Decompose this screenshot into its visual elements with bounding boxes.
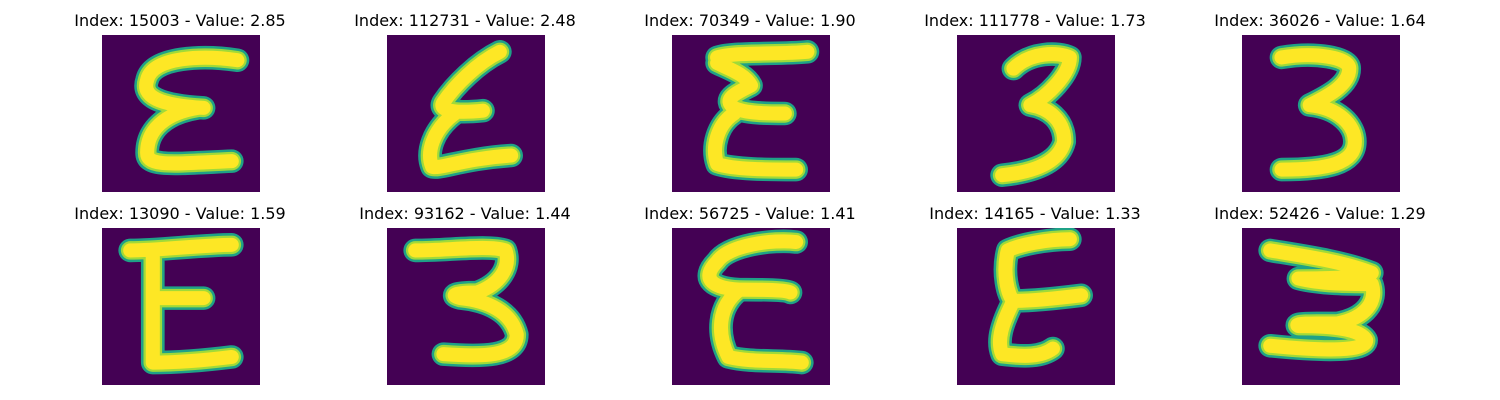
image-panel: Index: 56725 - Value: 1.41	[630, 205, 870, 385]
digit-image	[672, 35, 830, 192]
image-panel: Index: 111778 - Value: 1.73	[915, 12, 1155, 192]
digit-image	[102, 228, 260, 385]
panel-title: Index: 70349 - Value: 1.90	[644, 11, 856, 30]
digit-stroke	[139, 50, 245, 171]
panel-title: Index: 111778 - Value: 1.73	[924, 11, 1146, 30]
digit-image	[1242, 35, 1400, 192]
digit-stroke	[702, 234, 809, 370]
digit-stroke	[1274, 48, 1362, 177]
panel-title: Index: 93162 - Value: 1.44	[359, 204, 571, 223]
panel-title: Index: 52426 - Value: 1.29	[1214, 204, 1426, 223]
digit-image	[957, 228, 1115, 385]
image-panel: Index: 112731 - Value: 2.48	[345, 12, 585, 192]
digit-stroke	[1263, 243, 1381, 357]
image-panel: Index: 15003 - Value: 2.85	[60, 12, 300, 192]
digit-image	[672, 228, 830, 385]
panel-title: Index: 15003 - Value: 2.85	[74, 11, 286, 30]
digit-stroke	[408, 240, 524, 363]
digit-image	[957, 35, 1115, 192]
digit-stroke	[995, 47, 1077, 183]
image-panel: Index: 36026 - Value: 1.64	[1200, 12, 1440, 192]
panel-title: Index: 112731 - Value: 2.48	[354, 11, 576, 30]
panel-title: Index: 13090 - Value: 1.59	[74, 204, 286, 223]
image-panel: Index: 13090 - Value: 1.59	[60, 205, 300, 385]
image-panel: Index: 93162 - Value: 1.44	[345, 205, 585, 385]
digit-image	[1242, 228, 1400, 385]
digit-image	[387, 228, 545, 385]
digit-image	[102, 35, 260, 192]
digit-stroke	[123, 237, 239, 370]
digit-stroke	[423, 44, 519, 175]
image-panel: Index: 70349 - Value: 1.90	[630, 12, 870, 192]
panel-title: Index: 56725 - Value: 1.41	[644, 204, 856, 223]
panel-title: Index: 14165 - Value: 1.33	[929, 204, 1141, 223]
digit-image	[387, 35, 545, 192]
panel-title: Index: 36026 - Value: 1.64	[1214, 11, 1426, 30]
digit-stroke	[707, 44, 815, 177]
image-panel: Index: 52426 - Value: 1.29	[1200, 205, 1440, 385]
image-panel: Index: 14165 - Value: 1.33	[915, 205, 1155, 385]
digit-stroke	[992, 232, 1089, 363]
